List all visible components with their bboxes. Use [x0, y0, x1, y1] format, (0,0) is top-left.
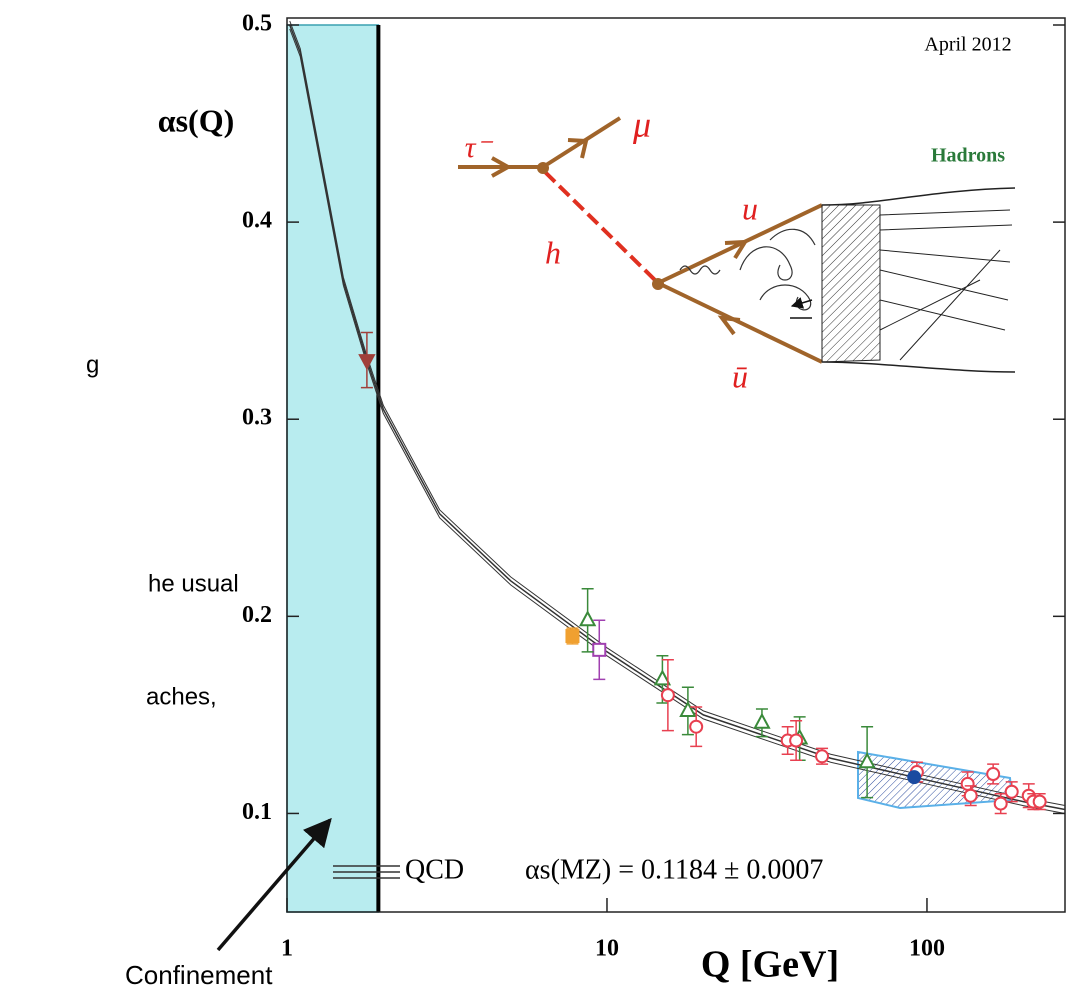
y-tick-label: 0.5 [242, 11, 272, 37]
curve-band [289, 20, 1066, 806]
arrow [790, 300, 813, 319]
arrow [724, 239, 749, 260]
arrow-label: Confinement [125, 960, 273, 990]
tau-label: τ⁻ [465, 131, 494, 164]
data-point [1032, 794, 1047, 809]
hadron-envelope [821, 187, 1016, 373]
hadrons-label: Hadrons [931, 145, 1005, 167]
y-tick-label: 0.2 [242, 602, 272, 628]
data-point [578, 610, 597, 627]
feynman-diagram [458, 116, 1016, 373]
gluons [679, 228, 816, 311]
data-point [653, 669, 672, 686]
slide-text: g [86, 351, 99, 378]
y-axis-title: αs(Q) [158, 102, 235, 138]
mu-label: μ [632, 104, 651, 144]
shaded-region [286, 24, 380, 913]
result-label: αs(MZ) = 0.1184 ± 0.0007 [525, 854, 823, 885]
legend-symbol [333, 865, 400, 879]
data-point [963, 788, 978, 803]
plot-frame [286, 17, 1066, 913]
data-point [753, 712, 771, 729]
hadronization [821, 204, 881, 363]
ubar-label: ū [732, 358, 748, 394]
vertex [537, 162, 549, 174]
data-layer [289, 20, 1066, 815]
result-band [857, 750, 1014, 810]
arrow [567, 138, 589, 159]
data-point [592, 642, 607, 657]
region-layer [286, 24, 381, 913]
quark-line [657, 281, 823, 364]
data-point [689, 719, 704, 734]
higgs-line [543, 170, 660, 285]
data-point [993, 796, 1008, 811]
x-tick-label: 1 [281, 936, 293, 962]
x-tick-label: 100 [909, 936, 945, 962]
arrow [491, 156, 513, 178]
data-point [565, 629, 580, 644]
confinement-arrow [216, 817, 332, 952]
data-point [986, 767, 1001, 782]
data-point [358, 354, 376, 371]
hadron-tracks [879, 209, 1013, 361]
y-tick-label: 0.1 [242, 799, 272, 825]
data-point [815, 749, 830, 764]
data-point [789, 733, 804, 748]
y-tick-label: 0.3 [242, 405, 272, 431]
y-tick-label: 0.4 [242, 208, 272, 234]
data-point [679, 700, 697, 717]
slide-text: aches, [146, 683, 217, 710]
slide-text: he usual [148, 570, 239, 597]
legend-label: QCD [405, 854, 464, 885]
h-label: h [545, 234, 561, 270]
data-point [1004, 784, 1019, 799]
data-point [907, 770, 922, 785]
x-axis-title: Q [GeV] [701, 944, 839, 986]
x-tick-label: 10 [595, 936, 619, 962]
date-note: April 2012 [924, 34, 1011, 56]
data-point [960, 776, 975, 791]
qcd-curve [289, 24, 1066, 811]
data-point [660, 688, 675, 703]
data-point [858, 752, 876, 769]
u-label: u [742, 190, 758, 226]
arrow [717, 315, 741, 336]
